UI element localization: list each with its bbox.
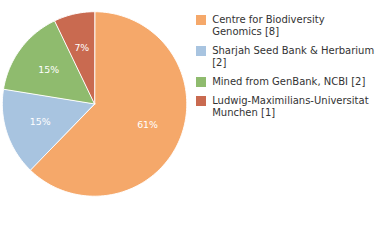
svg-text:15%: 15% [30,116,51,127]
html-text:Mined from GenBank, NCBI [2]: Mined from GenBank, NCBI [2] [212,76,366,87]
svg-text:15%: 15% [38,64,59,75]
html-text:Centre for Biodiversity Genomi: Centre for Biodiversity Genomics [8] [212,14,325,37]
svg-text:61%: 61% [137,119,158,130]
html-text:Sharjah Seed Bank & Herbarium: Sharjah Seed Bank & Herbarium [2] [212,45,375,68]
html-text:Ludwig-Maximilians-Universitat: Ludwig-Maximilians-Universitat Munchen [… [212,95,369,118]
svg-text:7%: 7% [74,42,89,53]
